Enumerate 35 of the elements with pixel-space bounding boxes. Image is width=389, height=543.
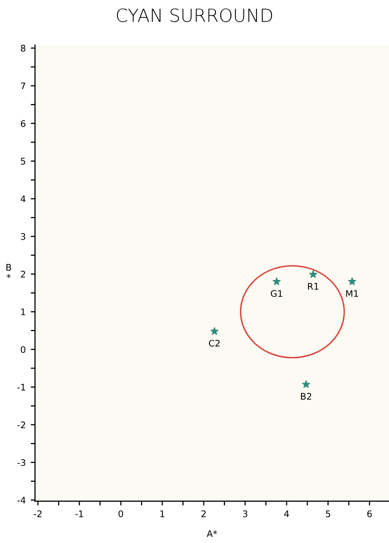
x-tick-label: -1 xyxy=(75,510,84,518)
x-tick-label: 3 xyxy=(242,510,248,518)
x-tick-label: 6 xyxy=(367,510,372,518)
x-tick-label: 2 xyxy=(202,510,206,518)
y-tick-label: -4 xyxy=(17,496,26,504)
annotation: B2 xyxy=(301,392,312,400)
point xyxy=(272,277,281,286)
y-tick-label: 5 xyxy=(20,158,26,165)
y-tick-label: 7 xyxy=(20,82,26,90)
x-tick-label: 5 xyxy=(326,510,330,518)
point xyxy=(348,277,356,286)
y-tick-label: 8 xyxy=(20,44,26,52)
x-tick-label: -2 xyxy=(34,510,42,518)
annotation: G1 xyxy=(270,290,282,297)
y-tick-label: 6 xyxy=(20,120,26,127)
annotation: R1 xyxy=(308,283,318,290)
x-tick-label: 0 xyxy=(118,510,124,518)
y-tick-label: -2 xyxy=(17,421,26,428)
x-tick-label: 4 xyxy=(284,510,289,518)
point xyxy=(309,270,318,278)
y-tick-label: 1 xyxy=(21,308,26,316)
annotation: C2 xyxy=(208,340,220,347)
point xyxy=(210,327,219,335)
annotation: M1 xyxy=(346,290,358,297)
y-tick-label: -3 xyxy=(17,459,26,466)
point xyxy=(302,380,310,388)
chart-title: CYAN SURROUND xyxy=(116,8,272,22)
y-tick-label: 4 xyxy=(20,196,26,202)
y-tick-label: -1 xyxy=(17,384,26,390)
y-tick-label: 0 xyxy=(20,346,26,353)
y-axis-title: B* xyxy=(6,264,12,278)
y-tick-label: 2 xyxy=(20,270,26,278)
y-tick-label: 3 xyxy=(20,233,26,240)
x-tick-label: 1 xyxy=(160,510,164,518)
x-axis-title: A* xyxy=(206,530,218,537)
